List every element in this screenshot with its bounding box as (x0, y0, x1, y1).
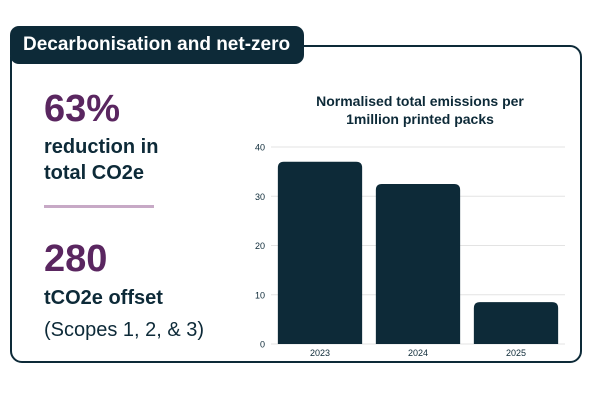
bar-2023 (277, 161, 363, 344)
section-title: Decarbonisation and net-zero (10, 26, 305, 64)
offset-label: tCO2e offset (44, 287, 163, 309)
chart-title-line2: 1million printed packs (346, 111, 494, 127)
reduction-label-line1: reduction in (44, 136, 159, 158)
y-tick-label: 40 (255, 143, 265, 153)
x-tick-label: 2025 (506, 348, 526, 358)
stat-divider (44, 205, 154, 208)
chart-title: Normalised total emissions per 1million … (270, 92, 570, 128)
reduction-label-line2: total CO2e (44, 162, 145, 184)
x-tick-label: 2024 (408, 348, 428, 358)
offset-value: 280 (44, 238, 108, 280)
reduction-value: 63% (44, 88, 121, 130)
y-tick-label: 0 (260, 340, 265, 350)
x-tick-label: 2023 (310, 348, 330, 358)
offset-note: (Scopes 1, 2, & 3) (44, 319, 205, 341)
y-tick-label: 10 (255, 290, 265, 300)
y-tick-label: 30 (255, 192, 265, 202)
bar-2025 (473, 302, 559, 344)
emissions-bar-chart: 0 10 20 30 40 2023 2024 2025 (255, 143, 565, 358)
bar-2024 (375, 183, 461, 344)
chart-title-line1: Normalised total emissions per (316, 93, 524, 109)
y-tick-label: 20 (255, 241, 265, 251)
